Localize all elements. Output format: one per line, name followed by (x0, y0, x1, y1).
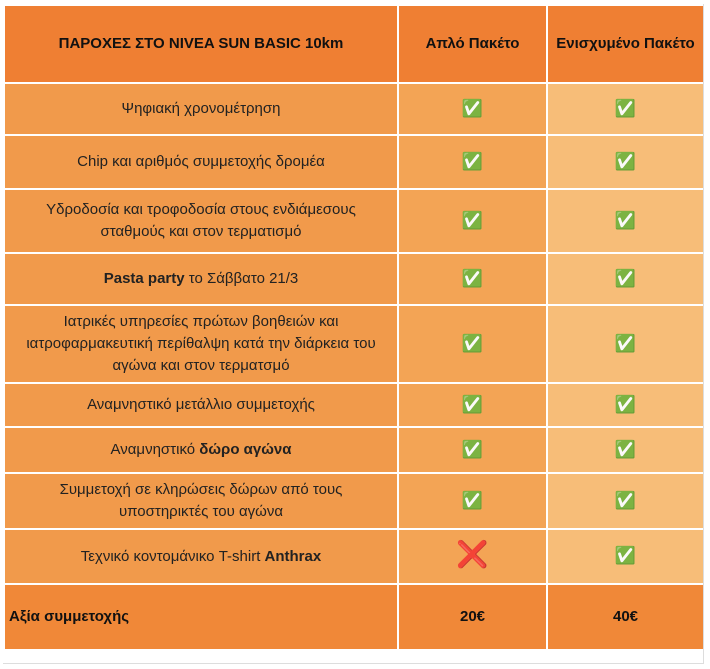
basic-cell: ✅ (399, 136, 546, 188)
total-cell: Αξία συμμετοχής (5, 585, 397, 649)
table-row: Ιατρικές υπηρεσίες πρώτων βοηθειών και ι… (5, 306, 703, 382)
status-icon: ✅ (461, 98, 484, 119)
feature-cell: Ψηφιακή χρονομέτρηση (5, 84, 397, 134)
status-icon: ✅ (614, 490, 637, 511)
plus-cell: ✅ (548, 306, 703, 382)
header-cell: Απλό Πακέτο (399, 6, 546, 82)
feature-cell: Chip και αριθμός συμμετοχής δρομέα (5, 136, 397, 188)
plus-cell: ✅ (548, 136, 703, 188)
table-row: Chip και αριθμός συμμετοχής δρομέα ✅ ✅ (5, 136, 703, 188)
status-icon: ✅ (614, 268, 637, 289)
status-icon: ✅ (461, 490, 484, 511)
feature-cell: Συμμετοχή σε κληρώσεις δώρων από τους υπ… (5, 474, 397, 528)
feature-text: το Σάββατο 21/3 (184, 270, 299, 287)
status-icon: ✅ (461, 439, 484, 460)
status-icon: ✅ (614, 151, 637, 172)
basic-cell: ✅ (399, 428, 546, 472)
header-row: ΠΑΡΟΧΕΣ ΣΤΟ NIVEA SUN BASIC 10km Απλό Πακ… (5, 6, 703, 82)
feature-bold: δώρο αγώνα (199, 441, 292, 458)
status-icon: ✅ (614, 333, 637, 354)
table-row: Συμμετοχή σε κληρώσεις δώρων από τους υπ… (5, 474, 703, 528)
status-icon: ✅ (461, 333, 484, 354)
status-icon: ✅ (614, 98, 637, 119)
feature-cell: Αναμνηστικό δώρο αγώνα (5, 428, 397, 472)
feature-text: Συμμετοχή σε κληρώσεις δώρων από τους υπ… (59, 481, 347, 520)
feature-cell: Pasta party το Σάββατο 21/3 (5, 254, 397, 304)
feature-text: Αναμνηστικό (110, 441, 200, 458)
status-icon: ✅ (461, 268, 484, 289)
plus-cell: ✅ (548, 474, 703, 528)
table: ΠΑΡΟΧΕΣ ΣΤΟ NIVEA SUN BASIC 10km Απλό Πακ… (3, 4, 705, 651)
total-cell: 40€ (548, 585, 703, 649)
plus-cell: ✅ (548, 84, 703, 134)
status-icon: ✅ (461, 151, 484, 172)
status-icon: ✅ (614, 439, 637, 460)
price-table: ΠΑΡΟΧΕΣ ΣΤΟ NIVEA SUN BASIC 10km Απλό Πακ… (3, 4, 704, 664)
status-icon: ✅ (461, 394, 484, 415)
table-row: Ψηφιακή χρονομέτρηση ✅ ✅ (5, 84, 703, 134)
feature-text: Αναμνηστικό μετάλλιο συμμετοχής (87, 396, 315, 413)
feature-text: Ιατρικές υπηρεσίες πρώτων βοηθειών και ι… (26, 313, 380, 374)
basic-cell: ❌ (399, 530, 546, 583)
feature-bold: Pasta party (103, 270, 185, 287)
table-row: Τεχνικό κοντομάνικο T-shirt Anthrax ❌ ✅ (5, 530, 703, 583)
plus-cell: ✅ (548, 190, 703, 252)
status-icon: ✅ (614, 210, 637, 231)
feature-text: Ψηφιακή χρονομέτρηση (121, 100, 281, 117)
plus-cell: ✅ (548, 254, 703, 304)
header-cell: ΠΑΡΟΧΕΣ ΣΤΟ NIVEA SUN BASIC 10km (5, 6, 397, 82)
feature-cell: Αναμνηστικό μετάλλιο συμμετοχής (5, 384, 397, 426)
total-cell: 20€ (399, 585, 546, 649)
feature-cell: Υδροδοσία και τροφοδοσία στους ενδιάμεσο… (5, 190, 397, 252)
table-row: Αναμνηστικό δώρο αγώνα ✅ ✅ (5, 428, 703, 472)
plus-cell: ✅ (548, 428, 703, 472)
total-row: Αξία συμμετοχής 20€ 40€ (5, 585, 703, 649)
basic-cell: ✅ (399, 384, 546, 426)
status-icon: ❌ (456, 539, 489, 570)
table-row: Αναμνηστικό μετάλλιο συμμετοχής ✅ ✅ (5, 384, 703, 426)
basic-cell: ✅ (399, 254, 546, 304)
status-icon: ✅ (614, 546, 637, 566)
feature-cell: Τεχνικό κοντομάνικο T-shirt Anthrax (5, 530, 397, 583)
basic-cell: ✅ (399, 190, 546, 252)
plus-cell: ✅ (548, 384, 703, 426)
feature-text: Chip και αριθμός συμμετοχής δρομέα (77, 153, 325, 170)
table-row: Pasta party το Σάββατο 21/3 ✅ ✅ (5, 254, 703, 304)
plus-cell: ✅ (548, 530, 703, 583)
feature-text: Τεχνικό κοντομάνικο T-shirt (80, 547, 265, 565)
feature-cell: Ιατρικές υπηρεσίες πρώτων βοηθειών και ι… (5, 306, 397, 382)
table-row: Υδροδοσία και τροφοδοσία στους ενδιάμεσο… (5, 190, 703, 252)
basic-cell: ✅ (399, 474, 546, 528)
basic-cell: ✅ (399, 84, 546, 134)
feature-text: Υδροδοσία και τροφοδοσία στους ενδιάμεσο… (46, 201, 360, 240)
basic-cell: ✅ (399, 306, 546, 382)
status-icon: ✅ (614, 394, 637, 415)
status-icon: ✅ (461, 210, 484, 231)
header-cell: Ενισχυμένο Πακέτο (548, 6, 703, 82)
feature-bold: Anthrax (264, 547, 322, 565)
